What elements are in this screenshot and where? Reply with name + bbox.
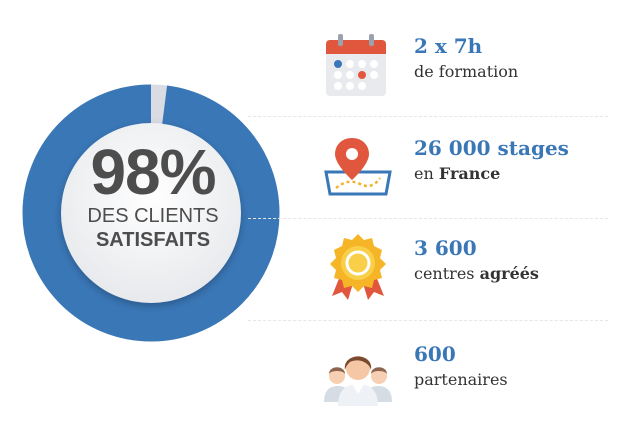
donut-arc — [22, 84, 280, 342]
medal-icon — [330, 234, 386, 300]
people-icon — [324, 356, 392, 406]
satisfaction-line-1: DES CLIENTS — [87, 205, 219, 227]
stat-subtitle: centres agréés — [414, 264, 539, 283]
stat-subtitle: en France — [414, 164, 501, 183]
donut-center — [61, 123, 241, 303]
divider — [248, 218, 608, 219]
satisfaction-line-2: SATISFAITS — [95, 229, 211, 251]
stat-partners: 600 partenaires — [322, 338, 622, 410]
stat-training-hours: 2 x 7h de formation — [322, 30, 622, 102]
stat-internships: 26 000 stages en France — [322, 132, 622, 204]
map-pin-icon — [324, 138, 392, 196]
stat-title: 3 600 — [414, 236, 477, 260]
stat-centers: 3 600 centres agréés — [322, 232, 622, 304]
satisfaction-donut — [22, 84, 280, 342]
calendar-icon — [326, 34, 386, 96]
stat-title: 2 x 7h — [414, 34, 483, 58]
stat-title: 26 000 stages — [414, 136, 569, 160]
divider — [248, 320, 608, 321]
stat-subtitle: de formation — [414, 62, 519, 81]
satisfaction-percent: 98% — [90, 136, 216, 208]
stat-title: 600 — [414, 342, 456, 366]
donut-label: 98% DES CLIENTS SATISFAITS — [62, 140, 244, 252]
stat-subtitle: partenaires — [414, 370, 508, 389]
divider — [248, 116, 608, 117]
